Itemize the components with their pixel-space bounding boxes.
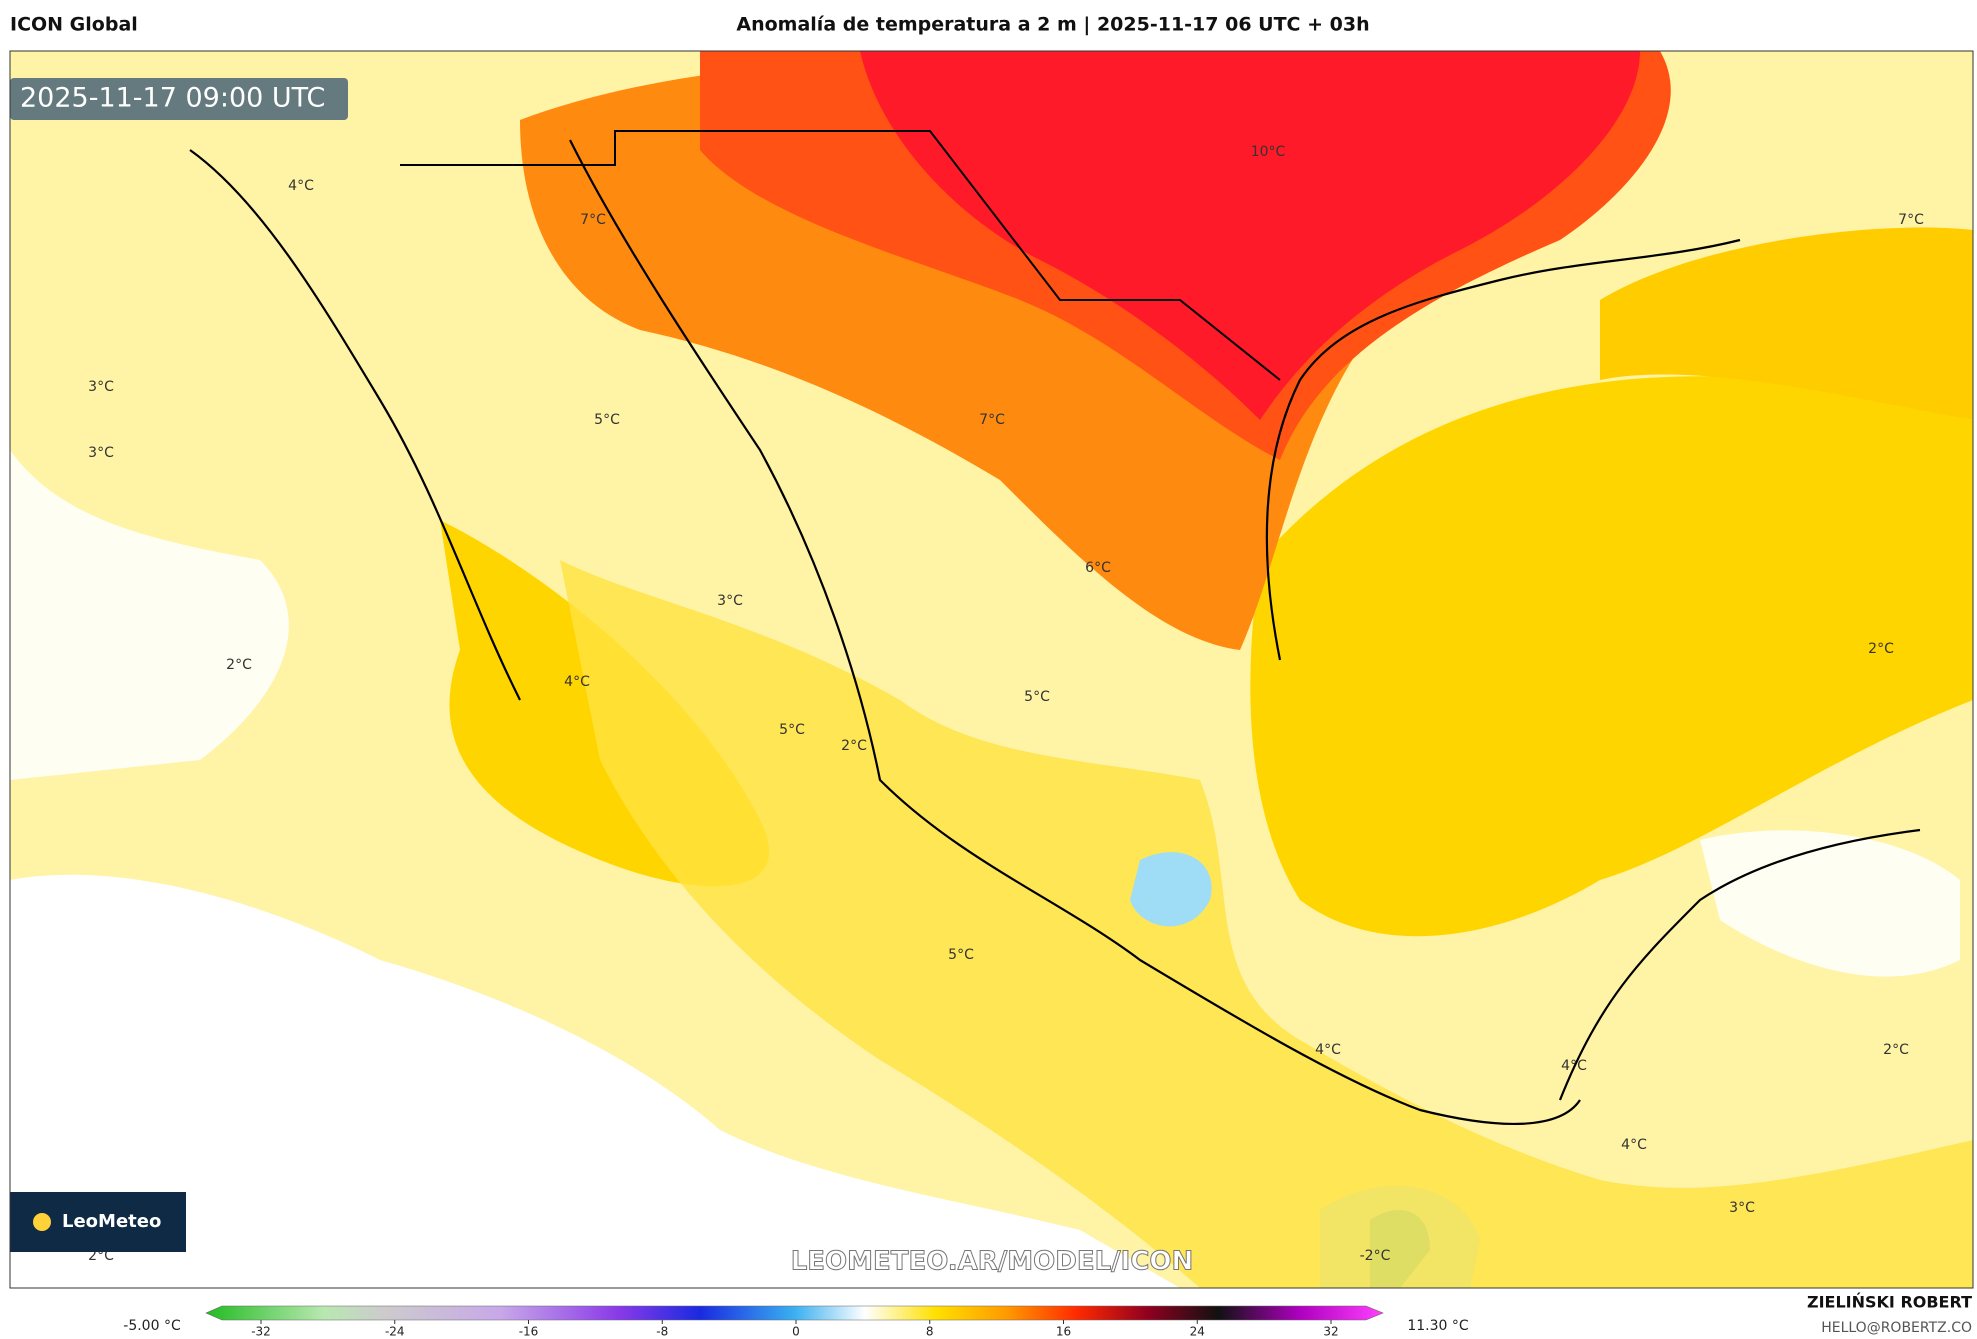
email: HELLO@ROBERTZ.CO bbox=[1821, 1320, 1972, 1336]
contour-label: 7°C bbox=[580, 212, 606, 228]
contour-label: 2°C bbox=[1868, 641, 1894, 657]
contour-label: 4°C bbox=[1561, 1058, 1587, 1074]
colorbar-tick-label: -8 bbox=[656, 1325, 668, 1339]
contour-label: 4°C bbox=[1621, 1137, 1647, 1153]
map: 2025-11-17 09:00 UTC 10°C 7°C 4°C 7°C 3°C 3°C… bbox=[10, 51, 1973, 1288]
contour-label: 4°C bbox=[1315, 1042, 1341, 1058]
contour-label: 3°C bbox=[717, 593, 743, 609]
contour-label: 2°C bbox=[226, 657, 252, 673]
contour-label: -2°C bbox=[1360, 1248, 1391, 1264]
colorbar-tick-label: -16 bbox=[519, 1325, 539, 1339]
colorbar-tick-label: 32 bbox=[1323, 1325, 1338, 1339]
map-title: Anomalía de temperatura a 2 m | 2025-11-… bbox=[736, 14, 1369, 36]
contour-label: 10°C bbox=[1251, 144, 1286, 160]
contour-label: 3°C bbox=[1729, 1200, 1755, 1216]
colorbar-min: -5.00 °C bbox=[123, 1318, 181, 1334]
contour-label: 5°C bbox=[948, 947, 974, 963]
valid-time: 2025-11-17 09:00 UTC bbox=[20, 83, 325, 114]
colorbar-tick-label: 0 bbox=[792, 1325, 800, 1339]
contour-label: 5°C bbox=[594, 412, 620, 428]
contour-label: 5°C bbox=[779, 722, 805, 738]
model-name: ICON Global bbox=[10, 14, 138, 36]
contour-label: 7°C bbox=[979, 412, 1005, 428]
contour-label: 2°C bbox=[841, 738, 867, 754]
contour-label: 7°C bbox=[1898, 212, 1924, 228]
contour-label: 3°C bbox=[88, 379, 114, 395]
colorbar bbox=[205, 1305, 1384, 1321]
colorbar-tick-label: 16 bbox=[1056, 1325, 1071, 1339]
colorbar-max: 11.30 °C bbox=[1407, 1318, 1469, 1334]
contour-label: 5°C bbox=[1024, 689, 1050, 705]
contour-label: 4°C bbox=[288, 178, 314, 194]
contour-label: 6°C bbox=[1085, 560, 1111, 576]
contour-label: 4°C bbox=[564, 674, 590, 690]
logo: LeoMeteo bbox=[62, 1211, 161, 1232]
watermark: LEOMETEO.AR/MODEL/ICON bbox=[791, 1247, 1194, 1277]
colorbar-tick-label: -24 bbox=[385, 1325, 405, 1339]
contour-label: 2°C bbox=[1883, 1042, 1909, 1058]
colorbar-tick-label: -32 bbox=[251, 1325, 271, 1339]
colorbar-tick-label: 8 bbox=[926, 1325, 934, 1339]
author: ZIELIŃSKI ROBERT bbox=[1807, 1293, 1972, 1312]
contour-label: 3°C bbox=[88, 445, 114, 461]
colorbar-tick-label: 24 bbox=[1190, 1325, 1205, 1339]
